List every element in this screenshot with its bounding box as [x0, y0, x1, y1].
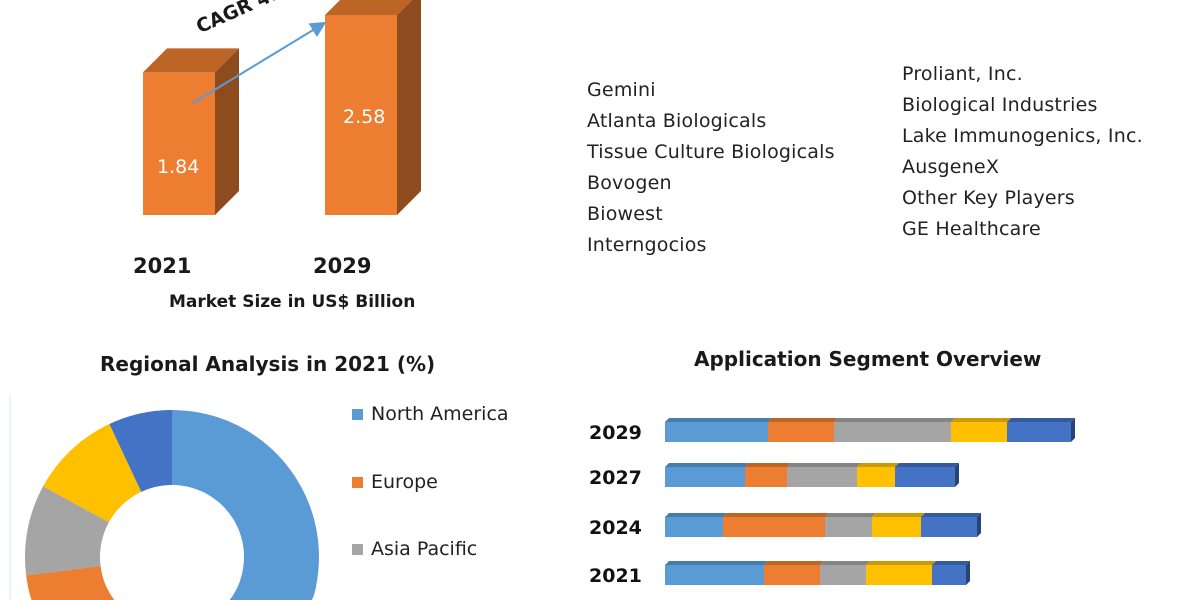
- value-label-2021: 1.84: [157, 156, 200, 178]
- market-size-xlabel: Market Size in US$ Billion: [169, 292, 416, 312]
- segment-side: [955, 463, 959, 487]
- key-player: Tissue Culture Biologicals: [587, 141, 835, 163]
- legend-europe: Europe: [352, 471, 438, 493]
- segment-2024-2: [825, 517, 872, 537]
- key-player: Other Key Players: [902, 187, 1075, 209]
- segment-top: [665, 463, 749, 467]
- legend-north-america: North America: [352, 403, 509, 425]
- legend-swatch: [352, 408, 363, 420]
- donut-slice-0: [172, 410, 319, 600]
- key-player: Lake Immunogenics, Inc.: [902, 125, 1143, 147]
- key-player: GE Healthcare: [902, 218, 1041, 240]
- key-player: Interngocios: [587, 234, 707, 256]
- key-players-col1: Gemini Atlanta Biologicals Tissue Culture …: [587, 75, 835, 261]
- bar-year-2021: 2021: [133, 254, 192, 278]
- segment-top: [895, 463, 959, 467]
- category-label: 2029: [589, 422, 642, 444]
- segment-2024-3: [872, 517, 921, 537]
- cagr-arrow: [192, 21, 327, 104]
- key-player: Gemini: [587, 79, 656, 101]
- segment-side: [966, 561, 970, 585]
- segment-top: [665, 513, 727, 517]
- bar-year-2029: 2029: [313, 254, 372, 278]
- segment-2027-2: [787, 467, 857, 487]
- bar-side: [215, 48, 239, 215]
- key-players-col2: Proliant, Inc. Biological Industries Lake …: [902, 59, 1143, 245]
- key-player: Proliant, Inc.: [902, 63, 1023, 85]
- segment-2021-3: [866, 565, 932, 585]
- segment-top: [866, 561, 936, 565]
- key-player: Bovogen: [587, 172, 672, 194]
- key-player: Atlanta Biologicals: [587, 110, 767, 132]
- segment-top: [872, 513, 925, 517]
- segment-2027-3: [857, 467, 895, 487]
- segment-2024-1: [723, 517, 825, 537]
- category-label: 2024: [589, 517, 642, 539]
- key-player: AusgeneX: [902, 156, 1000, 178]
- segment-2024-4: [921, 517, 977, 537]
- category-label: 2021: [589, 565, 642, 587]
- segment-top: [1007, 418, 1075, 422]
- key-player: Biowest: [587, 203, 663, 225]
- segment-2024-0: [665, 517, 723, 537]
- donut-slice-4: [109, 410, 172, 492]
- segment-top: [665, 561, 768, 565]
- segment-2021-4: [932, 565, 966, 585]
- segment-top: [745, 463, 791, 467]
- legend-label: North America: [371, 403, 509, 425]
- segment-top: [834, 418, 955, 422]
- segment-top: [820, 561, 870, 565]
- segment-2021-1: [764, 565, 820, 585]
- category-label: 2027: [589, 467, 642, 489]
- bar-side: [397, 0, 421, 215]
- segment-2027-0: [665, 467, 745, 487]
- legend-swatch: [352, 476, 363, 488]
- key-player: Biological Industries: [902, 94, 1098, 116]
- segment-2029-2: [834, 422, 951, 442]
- donut-slice-1: [26, 566, 218, 600]
- bar-2021: [143, 72, 215, 215]
- bar-2029: [325, 15, 397, 215]
- segment-2027-1: [745, 467, 787, 487]
- segment-top: [857, 463, 899, 467]
- segment-top: [951, 418, 1011, 422]
- segment-top: [921, 513, 981, 517]
- legend-asia-pacific: Asia Pacific: [352, 538, 477, 560]
- legend-swatch: [352, 543, 363, 555]
- bar-top: [325, 0, 412, 15]
- segment-2029-1: [768, 422, 834, 442]
- segment-side: [977, 513, 981, 537]
- donut-slice-3: [43, 424, 142, 523]
- segment-top: [768, 418, 838, 422]
- legend-label: Europe: [371, 471, 438, 493]
- application-title: Application Segment Overview: [694, 347, 1042, 371]
- segment-side: [1071, 418, 1075, 442]
- segment-2027-4: [895, 467, 955, 487]
- segment-top: [825, 513, 876, 517]
- segment-2021-0: [665, 565, 764, 585]
- bar-top: [143, 48, 239, 73]
- segment-top: [932, 561, 970, 565]
- segment-2021-2: [820, 565, 866, 585]
- segment-2029-3: [951, 422, 1007, 442]
- donut-slice-2: [25, 486, 109, 576]
- segment-2029-4: [1007, 422, 1071, 442]
- legend-label: Asia Pacific: [371, 538, 478, 560]
- segment-top: [787, 463, 861, 467]
- segment-top: [764, 561, 824, 565]
- segment-2029-0: [665, 422, 768, 442]
- segment-top: [723, 513, 829, 517]
- segment-top: [665, 418, 772, 422]
- value-label-2029: 2.58: [343, 106, 386, 128]
- regional-title: Regional Analysis in 2021 (%): [100, 352, 436, 376]
